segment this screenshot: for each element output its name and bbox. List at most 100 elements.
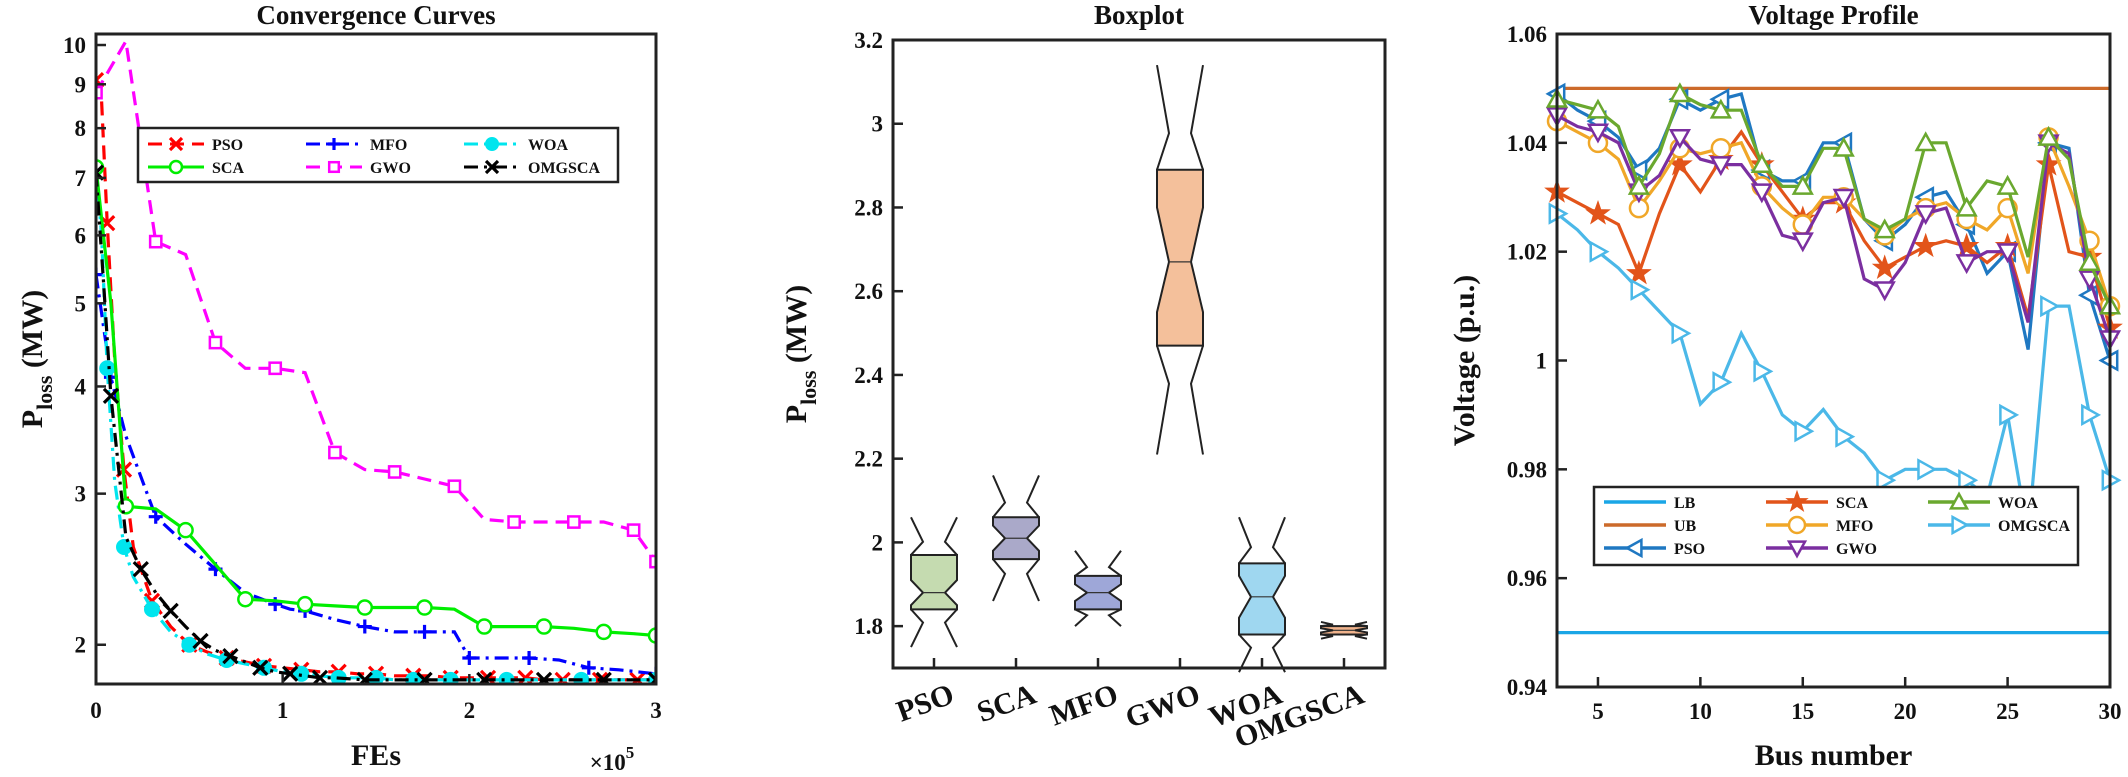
volt-point-sca bbox=[1626, 259, 1652, 285]
volt-plot-area bbox=[1557, 34, 2110, 687]
box-title: Boxplot bbox=[1094, 0, 1184, 30]
conv-point-omgsca bbox=[252, 659, 269, 676]
conv-ytick-label: 7 bbox=[75, 166, 87, 191]
conv-legend-label-mfo: MFO bbox=[370, 137, 407, 154]
box-plot-area bbox=[893, 40, 1385, 668]
box-whisker-upper-left bbox=[1074, 550, 1089, 577]
conv-point-gwo bbox=[387, 465, 402, 479]
conv-point-omgsca bbox=[416, 671, 433, 684]
volt-point-sca bbox=[1912, 232, 1939, 258]
conv-point-gwo bbox=[567, 515, 581, 529]
conv-point-gwo bbox=[626, 523, 641, 538]
conv-point-woa bbox=[144, 601, 160, 618]
box-whisker-lower-left bbox=[1320, 633, 1334, 640]
volt-point-woa bbox=[1914, 131, 1937, 152]
volt-point-omgsca bbox=[1958, 469, 1979, 492]
box-ylabel: Ploss (MW) bbox=[780, 285, 821, 423]
conv-ytick-label: 4 bbox=[75, 374, 87, 399]
conv-legend-marker-sca bbox=[168, 159, 184, 175]
box-whisker-lower-right bbox=[1271, 633, 1286, 673]
volt-point-pso bbox=[1627, 158, 1648, 182]
volt-point-woa bbox=[1709, 98, 1732, 119]
box-whisker-upper-left bbox=[1156, 64, 1171, 171]
conv-legend-label-sca: SCA bbox=[212, 160, 244, 177]
conv-title: Convergence Curves bbox=[256, 0, 495, 30]
box-whisker-lower-right bbox=[1189, 345, 1204, 455]
box-ytick-label: 1.8 bbox=[854, 614, 883, 639]
conv-x-exponent-power: 5 bbox=[626, 743, 635, 762]
box-ytick-label: 2 bbox=[872, 530, 884, 555]
box-whisker-lower-right bbox=[1354, 633, 1368, 640]
volt-point-omgsca bbox=[2081, 403, 2102, 427]
box-ylabel-main: P bbox=[780, 405, 813, 423]
conv-point-woa bbox=[99, 360, 116, 377]
box-whisker-upper-left bbox=[910, 516, 925, 556]
convergence-curves-panel: 0 1 2 3 2 3 4 5 6 7 8 9 10 Convergence Curves FEs ×105 P… bbox=[16, 0, 662, 775]
conv-point-sca bbox=[356, 599, 374, 616]
conv-point-gwo bbox=[649, 554, 656, 569]
box-mfo bbox=[1074, 550, 1122, 627]
conv-axes-box bbox=[94, 32, 658, 686]
volt-legend: LB SCA WOA UB MFO OMGSCA PSO GWO bbox=[1592, 485, 2080, 567]
conv-point-sca bbox=[177, 521, 194, 539]
volt-xtick-label: 10 bbox=[1689, 699, 1712, 724]
box-xtick-label-mfo: MFO bbox=[1045, 678, 1122, 733]
box-whisker-lower-left bbox=[910, 608, 925, 648]
volt-ytick-label: 0.98 bbox=[1507, 457, 1547, 482]
volt-point-gwo bbox=[1914, 205, 1937, 226]
box-whisker-upper-right bbox=[1107, 550, 1122, 577]
conv-point-gwo bbox=[148, 234, 163, 249]
box-xtick-label-sca: SCA bbox=[973, 677, 1041, 729]
box-omgsca bbox=[1320, 620, 1368, 640]
volt-title: Voltage Profile bbox=[1748, 0, 1918, 30]
conv-point-sca bbox=[595, 623, 612, 641]
conv-point-omgsca bbox=[192, 632, 209, 650]
box-woa bbox=[1238, 516, 1286, 673]
box-ylabel-unit: (MW) bbox=[780, 285, 813, 371]
conv-ytick-label: 9 bbox=[75, 72, 87, 97]
conv-ylabel-unit: (MW) bbox=[16, 290, 49, 376]
conv-ylabel-main: P bbox=[16, 410, 49, 428]
volt-point-omgsca bbox=[1835, 425, 1856, 448]
volt-point-woa bbox=[1791, 174, 1814, 195]
conv-point-omgsca bbox=[162, 602, 179, 620]
conv-point-mfo bbox=[417, 624, 432, 639]
conv-ytick-label: 6 bbox=[75, 223, 87, 248]
box-whisker-lower-right bbox=[1025, 558, 1040, 602]
volt-point-woa bbox=[1586, 98, 1610, 119]
volt-point-woa bbox=[1750, 153, 1773, 174]
conv-legend: PSO MFO WOA SCA GWO OMGSCA bbox=[136, 126, 620, 184]
conv-point-woa bbox=[116, 538, 132, 555]
conv-point-omgsca bbox=[647, 671, 656, 684]
volt-point-gwo bbox=[1996, 243, 2019, 264]
conv-point-omgsca bbox=[356, 671, 373, 684]
volt-legend-label-sca: SCA bbox=[1836, 495, 1868, 512]
conv-point-mfo bbox=[357, 619, 372, 634]
box-ytick-label: 2.6 bbox=[854, 279, 883, 304]
volt-point-gwo bbox=[1586, 123, 1610, 144]
volt-point-gwo bbox=[1955, 254, 1978, 275]
box-whisker-upper-right bbox=[1025, 475, 1040, 518]
volt-legend-label-woa: WOA bbox=[1998, 495, 2038, 512]
box-pso bbox=[910, 516, 958, 648]
conv-point-sca bbox=[237, 590, 254, 608]
volt-point-gwo bbox=[1832, 188, 1855, 209]
box-xtick-label-gwo: GWO bbox=[1121, 678, 1204, 735]
conv-series-mfo bbox=[96, 267, 656, 681]
volt-point-omgsca bbox=[1999, 403, 2020, 427]
conv-legend-box bbox=[136, 126, 620, 184]
volt-ytick-label: 0.94 bbox=[1507, 675, 1548, 700]
volt-line-omgsca bbox=[1556, 212, 2112, 535]
volt-line-woa bbox=[1556, 91, 2112, 307]
conv-legend-marker-mfo bbox=[328, 138, 340, 150]
volt-legend-label-mfo: MFO bbox=[1836, 518, 1873, 535]
box-whisker-upper-left bbox=[1238, 516, 1253, 564]
conv-x-exponent: ×105 bbox=[590, 743, 635, 775]
box-body-pso bbox=[910, 553, 958, 611]
conv-ytick-label: 3 bbox=[75, 482, 87, 507]
volt-xtick-label: 15 bbox=[1791, 699, 1814, 724]
conv-point-omgsca bbox=[476, 671, 493, 684]
volt-point-omgsca bbox=[1917, 458, 1938, 481]
